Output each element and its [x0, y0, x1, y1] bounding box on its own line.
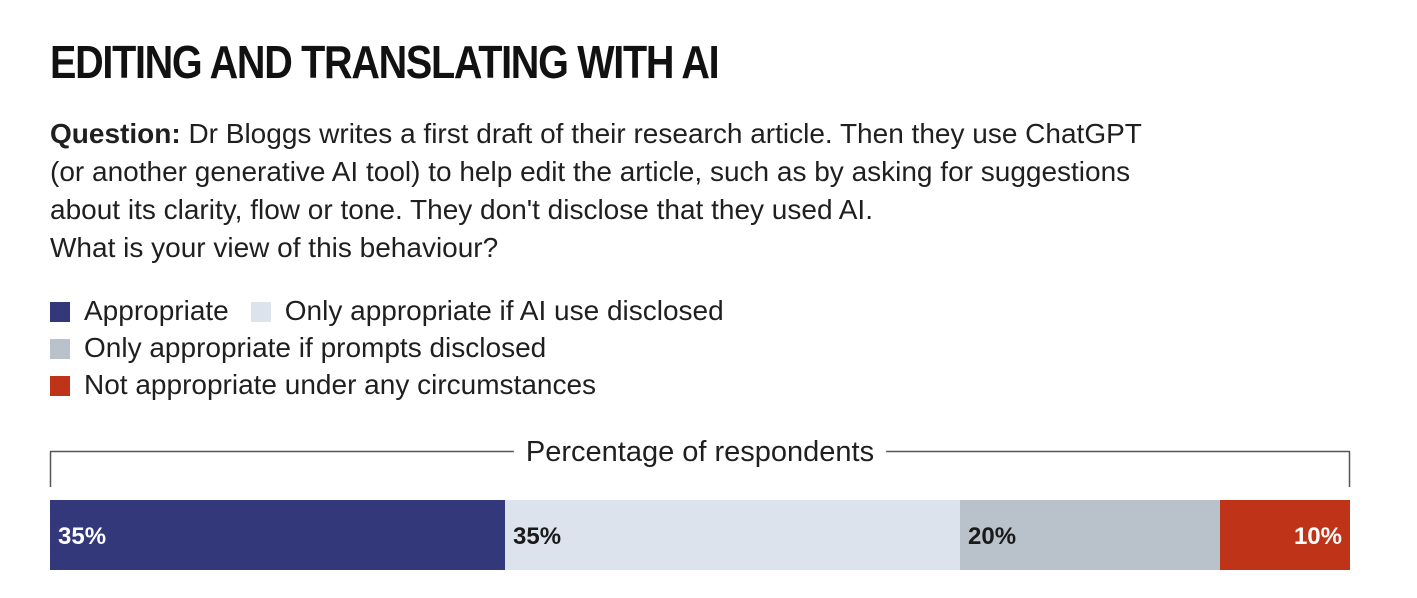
bar-segment-4 — [1220, 500, 1350, 570]
question-line-3: about its clarity, flow or tone. They do… — [50, 194, 873, 225]
legend-row-2: Only appropriate if prompts disclosed — [50, 329, 746, 366]
bar-segment-label-3: 20% — [968, 523, 1016, 550]
bar-segment-label-1: 35% — [58, 523, 106, 550]
bar-segments: 35% 35% 20% 10% — [50, 500, 1350, 570]
legend-swatch-ai-use-disclosed — [250, 302, 271, 322]
legend-row-1: Appropriate Only appropriate if AI use di… — [50, 292, 746, 329]
legend: Appropriate Only appropriate if AI use di… — [50, 292, 746, 403]
legend-item-not-appropriate: Not appropriate under any circumstances — [50, 366, 596, 403]
legend-item-ai-use-disclosed: Only appropriate if AI use disclosed — [250, 292, 724, 329]
legend-item-prompts-disclosed: Only appropriate if prompts disclosed — [50, 329, 546, 366]
question-label: Question: — [50, 118, 181, 149]
legend-swatch-not-appropriate — [50, 376, 70, 396]
chart-title: EDITING AND TRANSLATING WITH AI — [50, 36, 720, 88]
legend-label-not-appropriate: Not appropriate under any circumstances — [84, 369, 597, 400]
legend-row-3: Not appropriate under any circumstances — [50, 366, 746, 403]
legend-swatch-appropriate — [50, 302, 70, 322]
bar-segment-2 — [505, 500, 960, 570]
legend-swatch-prompts-disclosed — [50, 339, 70, 359]
bar-segment-label-2: 35% — [513, 523, 561, 550]
question-line-1-text: Dr Bloggs writes a first draft of their … — [188, 118, 1142, 149]
legend-label-prompts-disclosed: Only appropriate if prompts disclosed — [84, 332, 547, 363]
legend-label-appropriate: Appropriate — [84, 295, 229, 326]
bar-segment-3 — [960, 500, 1220, 570]
question-line-2: (or another generative AI tool) to help … — [50, 156, 1131, 187]
axis-bracket — [49, 450, 1351, 487]
bar-segment-label-4: 10% — [1294, 523, 1342, 550]
question-line-4: What is your view of this behaviour? — [50, 232, 499, 263]
x-axis-label: Percentage of respondents — [526, 436, 874, 468]
legend-item-appropriate: Appropriate — [50, 292, 229, 329]
legend-label-ai-use-disclosed: Only appropriate if AI use disclosed — [284, 295, 724, 326]
question-text: Question: Dr Bloggs writes a first draft… — [50, 115, 1370, 267]
question-line-1: Question: Dr Bloggs writes a first draft… — [50, 115, 1370, 153]
bar-segment-1 — [50, 500, 505, 570]
